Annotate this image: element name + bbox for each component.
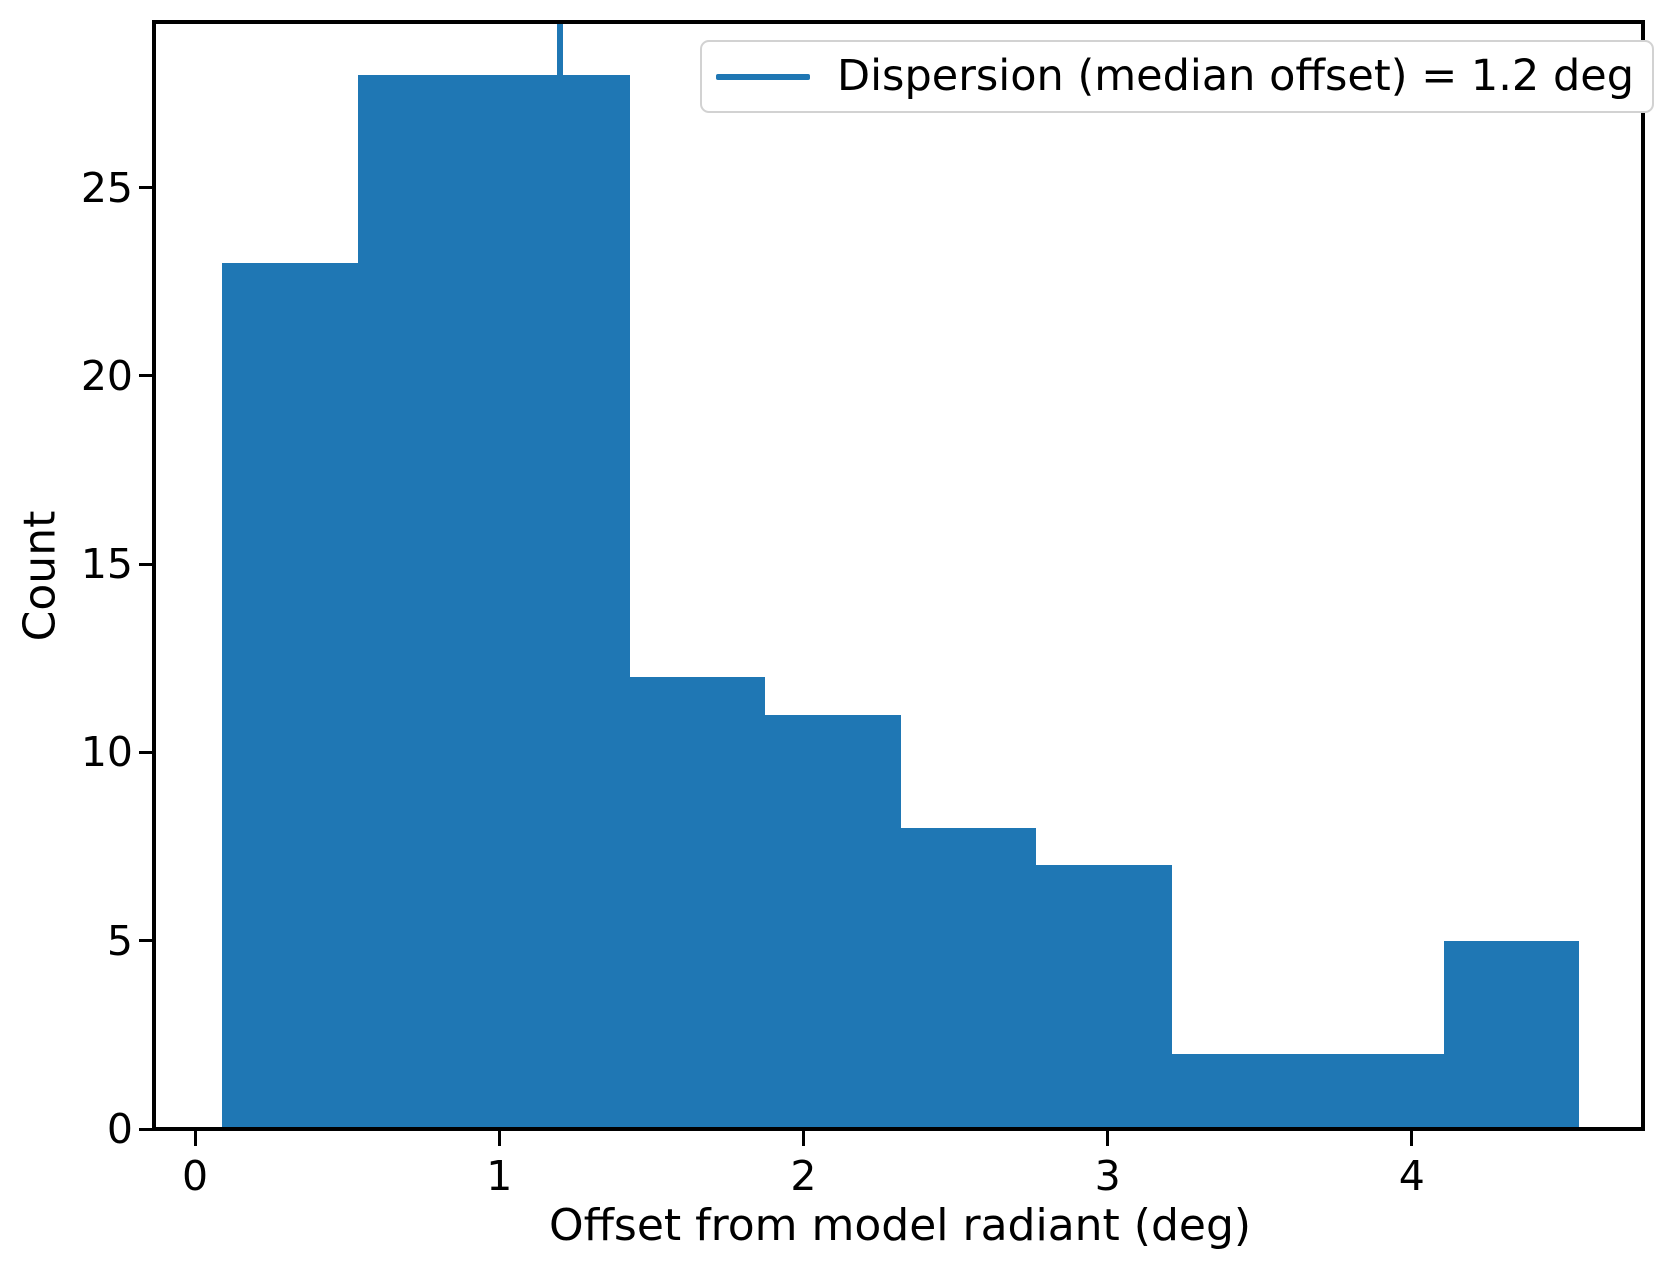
histogram-bar <box>357 74 494 1129</box>
y-tick-mark <box>139 374 154 378</box>
x-tick-label: 0 <box>182 1152 209 1200</box>
y-tick-mark <box>139 750 154 754</box>
x-tick-label: 1 <box>486 1152 513 1200</box>
x-tick-mark <box>1410 1131 1414 1146</box>
y-axis-label: Count <box>14 510 66 642</box>
y-tick-label: 5 <box>106 916 133 965</box>
y-tick-mark <box>139 1127 154 1131</box>
histogram-bar <box>1306 1053 1444 1129</box>
legend-label: Dispersion (median offset) = 1.2 deg <box>837 51 1634 101</box>
y-tick-label: 0 <box>106 1105 133 1153</box>
legend-line-swatch <box>716 73 810 80</box>
x-axis-label: Offset from model radiant (deg) <box>548 1200 1252 1251</box>
histogram-bar <box>630 677 766 1129</box>
histogram-bar <box>222 262 358 1129</box>
histogram-bar <box>1443 940 1580 1129</box>
median-line <box>557 24 564 1127</box>
y-tick-mark <box>139 562 154 566</box>
y-tick-label: 20 <box>80 351 133 400</box>
x-tick-mark <box>497 1131 501 1146</box>
y-tick-mark <box>139 939 154 943</box>
y-tick-mark <box>139 186 154 190</box>
legend: Dispersion (median offset) = 1.2 deg <box>700 40 1654 113</box>
x-tick-label: 3 <box>1094 1152 1121 1200</box>
x-tick-mark <box>193 1131 197 1146</box>
histogram-bar <box>1036 865 1172 1129</box>
histogram-bar <box>1171 1053 1307 1129</box>
x-tick-label: 4 <box>1398 1152 1425 1200</box>
x-tick-mark <box>1106 1131 1110 1146</box>
histogram-bar <box>765 714 901 1129</box>
x-tick-label: 2 <box>790 1152 817 1200</box>
y-tick-label: 25 <box>80 163 133 212</box>
x-tick-mark <box>801 1131 805 1146</box>
y-tick-label: 10 <box>80 728 133 777</box>
y-tick-label: 15 <box>80 540 133 589</box>
histogram-bar <box>900 827 1037 1129</box>
